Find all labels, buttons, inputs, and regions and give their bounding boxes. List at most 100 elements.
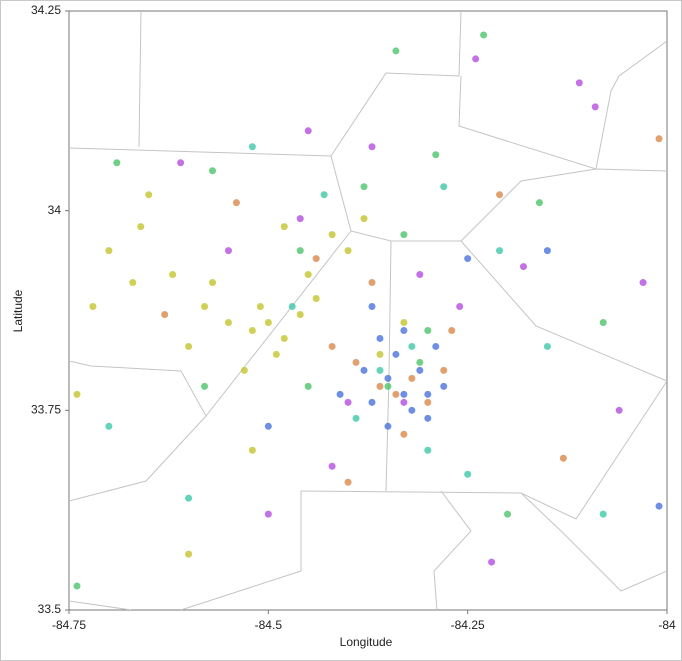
- point: [400, 231, 408, 239]
- point: [201, 303, 209, 311]
- point: [105, 247, 113, 255]
- point: [504, 510, 512, 518]
- point: [432, 151, 440, 159]
- x-tick-label: -84: [658, 618, 676, 632]
- point: [248, 143, 256, 151]
- point: [543, 247, 551, 255]
- point: [416, 271, 424, 279]
- point: [328, 342, 336, 350]
- point: [376, 334, 384, 342]
- point: [360, 215, 368, 223]
- point: [209, 167, 217, 175]
- point: [368, 279, 376, 287]
- point: [408, 342, 416, 350]
- point: [408, 406, 416, 414]
- point: [639, 279, 647, 287]
- point: [400, 390, 408, 398]
- point: [480, 31, 488, 39]
- point: [464, 255, 472, 263]
- point: [448, 326, 456, 334]
- point: [535, 199, 543, 207]
- point: [400, 326, 408, 334]
- point: [169, 271, 177, 279]
- point: [312, 295, 320, 303]
- point: [400, 430, 408, 438]
- point: [440, 382, 448, 390]
- point: [376, 382, 384, 390]
- point: [352, 414, 360, 422]
- point: [145, 191, 153, 199]
- point: [328, 231, 336, 239]
- point: [599, 510, 607, 518]
- point: [432, 342, 440, 350]
- point: [105, 422, 113, 430]
- point: [232, 199, 240, 207]
- point: [368, 303, 376, 311]
- point: [384, 382, 392, 390]
- point: [416, 358, 424, 366]
- point: [543, 342, 551, 350]
- point: [400, 318, 408, 326]
- y-tick-label: 33.75: [31, 403, 61, 417]
- point: [464, 470, 472, 478]
- point: [344, 247, 352, 255]
- point: [240, 366, 248, 374]
- point: [392, 390, 400, 398]
- point: [408, 374, 416, 382]
- point: [488, 558, 496, 566]
- plot-area: [68, 10, 668, 611]
- point: [392, 47, 400, 55]
- point: [384, 374, 392, 382]
- point: [312, 255, 320, 263]
- point: [424, 398, 432, 406]
- point: [456, 303, 464, 311]
- point: [416, 366, 424, 374]
- point: [304, 382, 312, 390]
- point: [129, 279, 137, 287]
- point: [280, 223, 288, 231]
- point: [73, 390, 81, 398]
- point: [296, 247, 304, 255]
- point: [256, 303, 264, 311]
- point: [209, 279, 217, 287]
- point: [304, 271, 312, 279]
- point: [575, 79, 583, 87]
- point: [424, 326, 432, 334]
- point: [384, 422, 392, 430]
- point: [113, 159, 121, 167]
- point: [368, 398, 376, 406]
- point: [496, 247, 504, 255]
- point: [424, 390, 432, 398]
- point: [655, 502, 663, 510]
- point: [424, 414, 432, 422]
- point: [376, 350, 384, 358]
- point: [201, 382, 209, 390]
- point: [400, 398, 408, 406]
- point: [264, 422, 272, 430]
- point: [440, 183, 448, 191]
- point: [392, 350, 400, 358]
- point: [336, 390, 344, 398]
- point: [264, 318, 272, 326]
- point: [185, 494, 193, 502]
- point: [264, 510, 272, 518]
- point: [161, 310, 169, 318]
- point: [559, 454, 567, 462]
- point: [320, 191, 328, 199]
- point: [360, 183, 368, 191]
- point: [655, 135, 663, 143]
- point: [304, 127, 312, 135]
- point: [296, 215, 304, 223]
- point: [496, 191, 504, 199]
- y-tick-label: 33.5: [38, 602, 62, 616]
- point: [344, 398, 352, 406]
- point: [376, 366, 384, 374]
- point: [591, 103, 599, 111]
- point: [280, 334, 288, 342]
- points: [73, 31, 663, 590]
- point: [424, 446, 432, 454]
- x-tick-label: -84.75: [52, 618, 86, 632]
- point: [519, 263, 527, 271]
